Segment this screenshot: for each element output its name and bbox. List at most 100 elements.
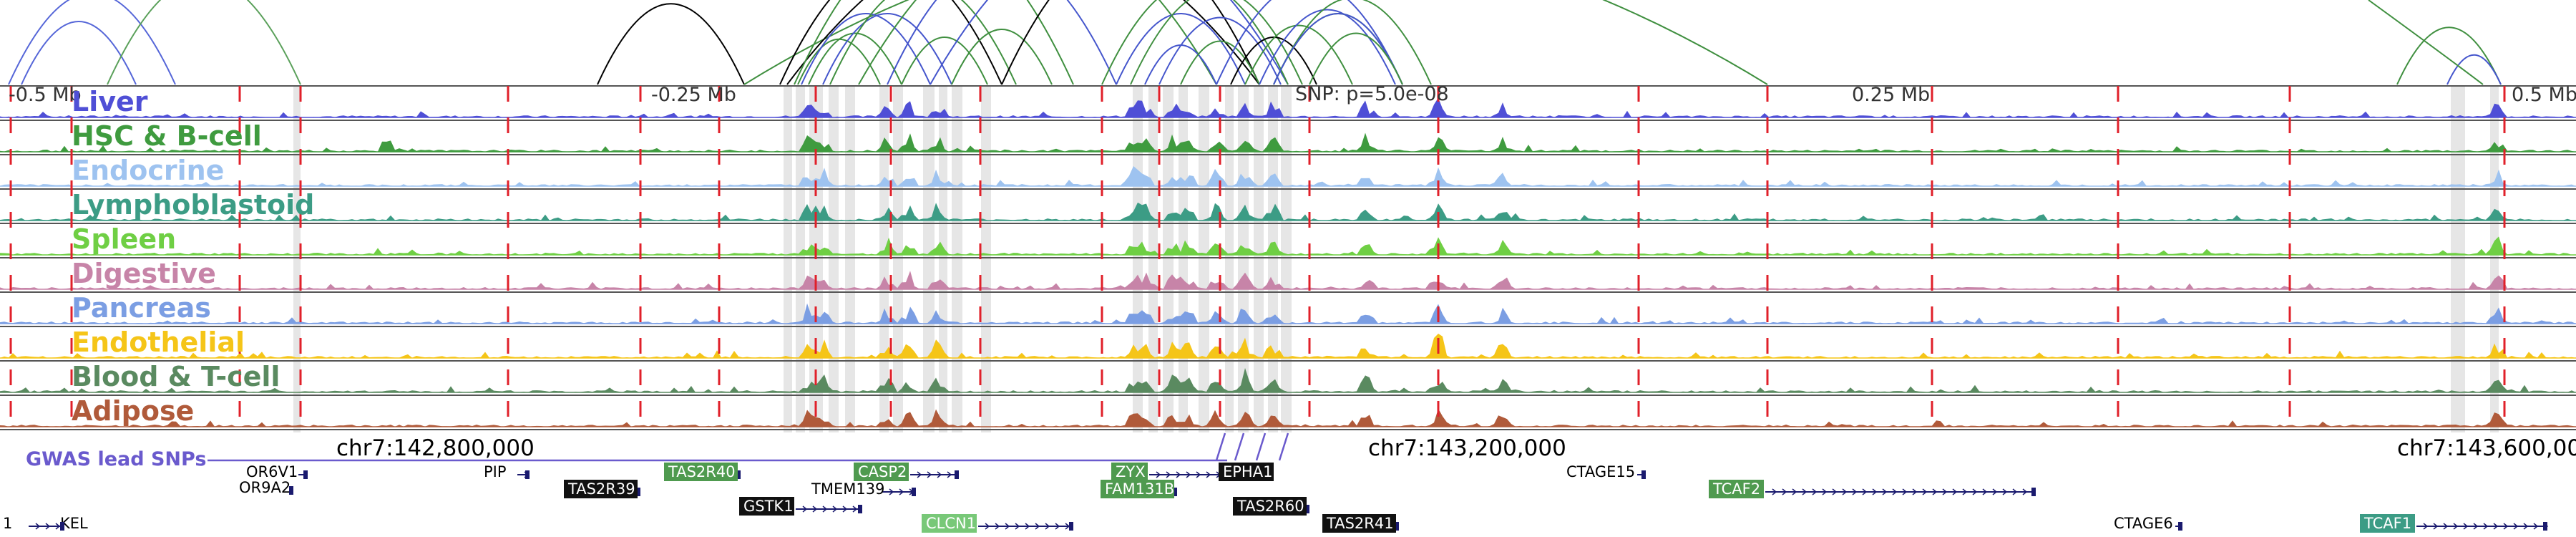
- highlight-bands: [293, 86, 2499, 432]
- strand-arrow: [1832, 488, 1838, 495]
- loop-arc: [1180, 40, 1260, 85]
- strand-arrow: [1962, 488, 1968, 495]
- strand-arrow: [2483, 523, 2489, 530]
- strand-arrow: [2002, 488, 2008, 495]
- gene-annotation: OR6V1OR9A2PIPTAS2R39TAS2R40GSTK1TMEM139C…: [3, 463, 2549, 533]
- strand-arrow: [995, 523, 1000, 530]
- loop-arc: [1259, 9, 1396, 85]
- highlight-band: [2451, 86, 2465, 432]
- track-label: Endothelial: [72, 326, 245, 358]
- strand-arrow: [1025, 523, 1030, 530]
- gene-tas2r41: TAS2R41: [1322, 514, 1399, 533]
- loop-arc: [2396, 26, 2502, 85]
- strand-arrow: [1812, 488, 1818, 495]
- gwas-snp-marker: [1255, 432, 1267, 461]
- track-label: Pancreas: [72, 292, 211, 324]
- strand-arrow: [1842, 488, 1848, 495]
- gene-label: TCAF2: [1712, 480, 1760, 498]
- loop-arc: [597, 3, 745, 85]
- gene-tcaf2: TCAF2: [1709, 480, 2036, 498]
- loop-arc: [829, 0, 1017, 85]
- coordinate-mid: chr7:143,200,000: [1368, 435, 1566, 461]
- strand-arrow: [1045, 523, 1050, 530]
- strand-arrow: [45, 523, 51, 530]
- strand-arrow: [1912, 488, 1918, 495]
- highlight-band: [923, 86, 935, 432]
- gene-tas2r60: TAS2R60: [1233, 497, 1309, 516]
- highlight-band: [1133, 86, 1143, 432]
- loop-arc: [1130, 0, 1303, 85]
- gene-kel: KEL: [60, 515, 88, 532]
- exon: [636, 488, 640, 496]
- highlight-band: [1225, 86, 1234, 432]
- gene-label-bg: [1101, 480, 1174, 498]
- gene-label-bg: [1709, 480, 1764, 498]
- gene-tas2r40: TAS2R40: [664, 463, 741, 481]
- loop-arc: [1216, 0, 1403, 85]
- strand-arrow: [852, 505, 858, 513]
- highlight-band: [1281, 86, 1292, 432]
- loop-arc: [1273, 0, 1432, 85]
- strand-arrow: [1872, 488, 1878, 495]
- gene-label-bg: [2360, 514, 2415, 533]
- gene-ctage15: CTAGE15: [1566, 463, 1646, 480]
- gene-tmem139: TMEM139: [811, 480, 916, 498]
- strand-arrow: [1055, 523, 1060, 530]
- gene-or6v1: OR6V1: [246, 463, 308, 480]
- gene-gstk1: GSTK1: [739, 497, 862, 516]
- exon: [60, 522, 64, 531]
- strand-arrow: [947, 471, 952, 478]
- loop-arc: [1244, 24, 1353, 85]
- loop-arc: [1001, 0, 1260, 85]
- track-label: Endocrine: [72, 155, 224, 186]
- strand-arrow: [1802, 488, 1807, 495]
- exon: [858, 505, 862, 513]
- gene-or9a2: OR9A2: [239, 479, 293, 496]
- gene-label-bg: [1111, 463, 1148, 481]
- gene-label-bg: [739, 497, 794, 516]
- gene-clcn1: CLCN1: [922, 514, 1073, 533]
- loop-arc: [951, 29, 1053, 85]
- gene-label: CASP2: [858, 463, 907, 480]
- gene-ctage6: CTAGE6: [2114, 515, 2182, 532]
- strand-arrow: [1772, 488, 1777, 495]
- exon: [1641, 470, 1646, 479]
- loop-arc: [1273, 13, 1403, 85]
- highlight-band: [952, 86, 962, 432]
- strand-arrow: [937, 471, 942, 478]
- strand-arrow: [1166, 471, 1171, 478]
- track-label: Spleen: [72, 223, 176, 255]
- gwas-lead-snps-label: GWAS lead SNPs: [26, 448, 206, 470]
- exon: [303, 470, 308, 479]
- strand-arrow: [1852, 488, 1858, 495]
- strand-arrow: [1892, 488, 1898, 495]
- highlight-band: [1254, 86, 1264, 432]
- track-label: Blood & T-cell: [72, 361, 280, 392]
- strand-arrow: [1972, 488, 1978, 495]
- gene-label: TAS2R40: [668, 463, 736, 480]
- gene-casp2: CASP2: [854, 463, 959, 481]
- strand-arrow: [2443, 523, 2449, 530]
- highlight-band: [1148, 86, 1158, 432]
- strand-arrow: [1952, 488, 1958, 495]
- gene-label: GSTK1: [743, 498, 794, 515]
- gene-label-bg: [1233, 497, 1307, 516]
- distance-label-plus-quarter: 0.25 Mb: [1852, 84, 1930, 106]
- strand-arrow: [1982, 488, 1988, 495]
- highlight-band: [796, 86, 805, 432]
- loop-arc: [901, 37, 988, 85]
- loop-arc: [801, 13, 931, 85]
- gene-epha1: EPHA1: [1219, 463, 1274, 481]
- highlight-band: [1199, 86, 1209, 432]
- coordinate-left: chr7:142,800,000: [336, 435, 535, 461]
- strand-arrow: [1792, 488, 1797, 495]
- gene-label-bg: [1219, 463, 1274, 481]
- gene-label-bg: [564, 480, 638, 498]
- gene-label-bg: [1322, 514, 1396, 533]
- highlight-band: [845, 86, 855, 432]
- loop-arc: [1158, 16, 1282, 85]
- highlight-band: [829, 86, 839, 432]
- strand-arrow: [1156, 471, 1161, 478]
- gene-label: CLCN1: [926, 515, 976, 532]
- track-label: Liver: [72, 86, 148, 117]
